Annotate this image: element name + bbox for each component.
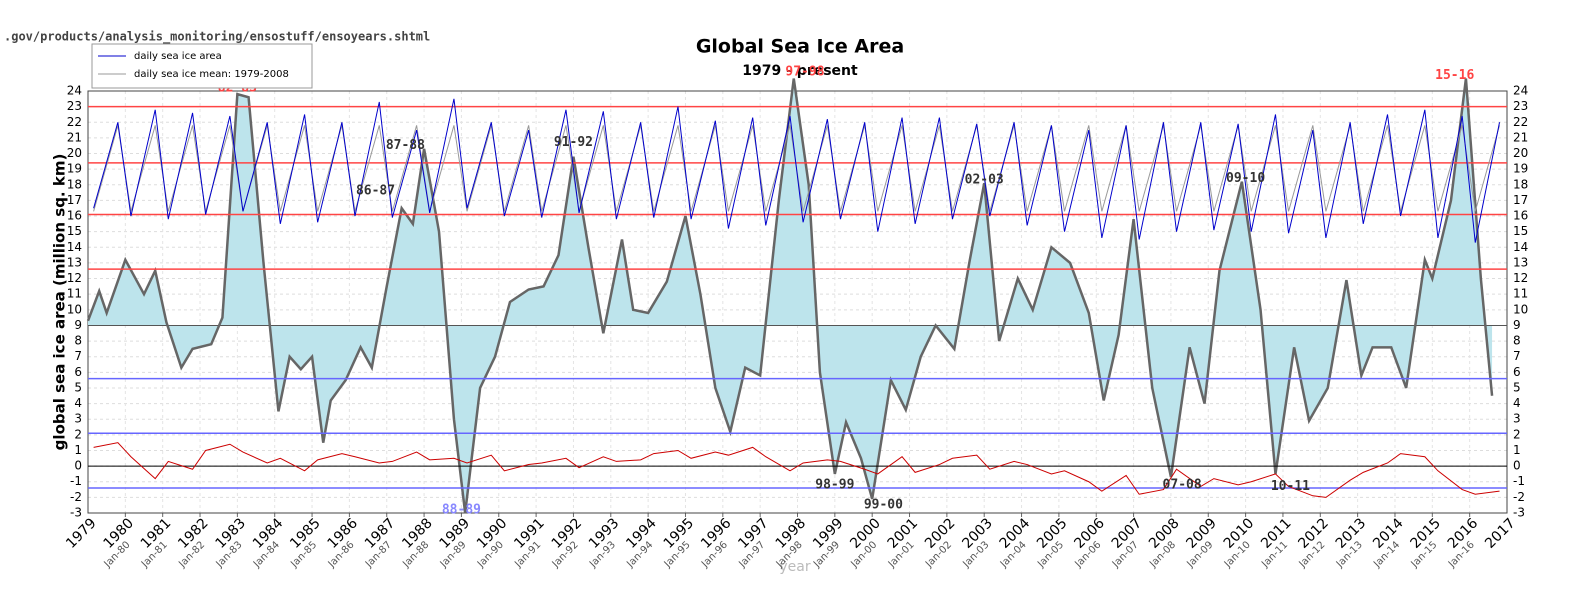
enso-line	[86, 78, 1494, 514]
y-tick-label-right: 3	[1513, 412, 1521, 426]
legend-label: daily sea ice area	[134, 51, 222, 62]
y-tick-label: 14	[67, 240, 82, 254]
y-tick-label: 18	[67, 177, 82, 191]
y-tick-label-right: 9	[1513, 318, 1521, 332]
y-tick-label: 10	[67, 302, 82, 316]
x-axis-label: year	[779, 559, 810, 575]
y-tick-label-right: 0	[1513, 459, 1521, 473]
chart-subtitle: 1979 - present	[742, 63, 858, 79]
y-tick-label: 9	[74, 318, 82, 332]
annotation: 15-16	[1435, 68, 1474, 83]
y-tick-label: 4	[74, 396, 82, 410]
y-tick-label: 3	[74, 412, 82, 426]
y-tick-label: 2	[74, 427, 82, 441]
annotation: 97-98	[785, 65, 824, 80]
y-tick-label: 5	[74, 380, 82, 394]
chart-title: Global Sea Ice Area	[696, 36, 904, 58]
legend: daily sea ice area daily sea ice mean: 19…	[91, 43, 313, 89]
y-tick-label: 15	[67, 224, 82, 238]
url-text: .gov/products/analysis_monitoring/ensost…	[4, 30, 430, 45]
annotation: 07-08	[1163, 477, 1202, 492]
annotation: 02-03	[965, 173, 1004, 188]
y-tick-label: 16	[67, 209, 82, 223]
y-tick-label-right: 23	[1513, 99, 1528, 113]
annotation: 10-11	[1271, 479, 1310, 494]
annotation: 87-88	[386, 138, 425, 153]
y-tick-label-right: 24	[1513, 84, 1528, 98]
y-tick-label: 21	[67, 130, 82, 144]
annotation: 09-10	[1226, 171, 1265, 186]
enso-area	[88, 78, 1493, 513]
y-tick-label-right: -2	[1513, 490, 1525, 504]
y-axis-label: global sea ice area (million sq. km)	[51, 154, 69, 451]
series-line	[93, 98, 1501, 243]
y-tick-label-right: 7	[1513, 349, 1521, 363]
y-tick-label: 23	[67, 99, 82, 113]
y-tick-label: 22	[67, 115, 82, 129]
y-tick-label: 0	[74, 459, 82, 473]
y-tick-label-right: 11	[1513, 287, 1528, 301]
y-tick-label: 12	[67, 271, 82, 285]
y-tick-label-right: -3	[1513, 506, 1525, 520]
y-tick-label-right: 19	[1513, 162, 1528, 176]
anomaly-line	[93, 442, 1500, 498]
y-tick-label: -3	[70, 506, 82, 520]
y-tick-label: -2	[70, 490, 82, 504]
y-tick-label-right: 18	[1513, 177, 1528, 191]
annotation: 86-87	[356, 184, 395, 199]
y-tick-label-right: 2	[1513, 427, 1521, 441]
legend-label: daily sea ice mean: 1979-2008	[134, 69, 289, 80]
annotation: 99-00	[864, 498, 903, 513]
y-tick-label: 17	[67, 193, 82, 207]
annotation: 91-92	[554, 135, 593, 150]
y-tick-label-right: 5	[1513, 380, 1521, 394]
y-tick-label-right: 20	[1513, 146, 1528, 160]
y-tick-label: 7	[74, 349, 82, 363]
y-tick-label-right: 16	[1513, 209, 1528, 223]
y-tick-label: 19	[67, 162, 82, 176]
y-tick-label-right: 4	[1513, 396, 1521, 410]
legend-box	[91, 43, 313, 89]
y-tick-label-right: 14	[1513, 240, 1528, 254]
y-tick-label-right: 17	[1513, 193, 1528, 207]
y-tick-label-right: 22	[1513, 115, 1528, 129]
y-tick-label-right: 12	[1513, 271, 1528, 285]
y-tick-label-right: 10	[1513, 302, 1528, 316]
y-tick-label-right: -1	[1513, 474, 1525, 488]
y-tick-label-right: 13	[1513, 255, 1528, 269]
y-tick-label: 1	[74, 443, 82, 457]
y-tick-label-right: 15	[1513, 224, 1528, 238]
x-tick-label: 1979	[63, 515, 100, 552]
y-tick-label-right: 6	[1513, 365, 1521, 379]
y-tick-label: 24	[67, 84, 82, 98]
y-tick-label-right: 21	[1513, 130, 1528, 144]
y-tick-label: 8	[74, 334, 82, 348]
plot-frame	[87, 90, 1508, 514]
annotation: 98-99	[815, 477, 854, 492]
y-tick-label: 11	[67, 287, 82, 301]
x-tick-label: 2017	[1482, 515, 1519, 552]
y-tick-label: 6	[74, 365, 82, 379]
y-tick-label-right: 8	[1513, 334, 1521, 348]
annotation: 88-89	[442, 502, 481, 517]
y-tick-label: -1	[70, 474, 82, 488]
y-tick-label-right: 1	[1513, 443, 1521, 457]
y-tick-label: 13	[67, 255, 82, 269]
y-tick-label: 20	[67, 146, 82, 160]
